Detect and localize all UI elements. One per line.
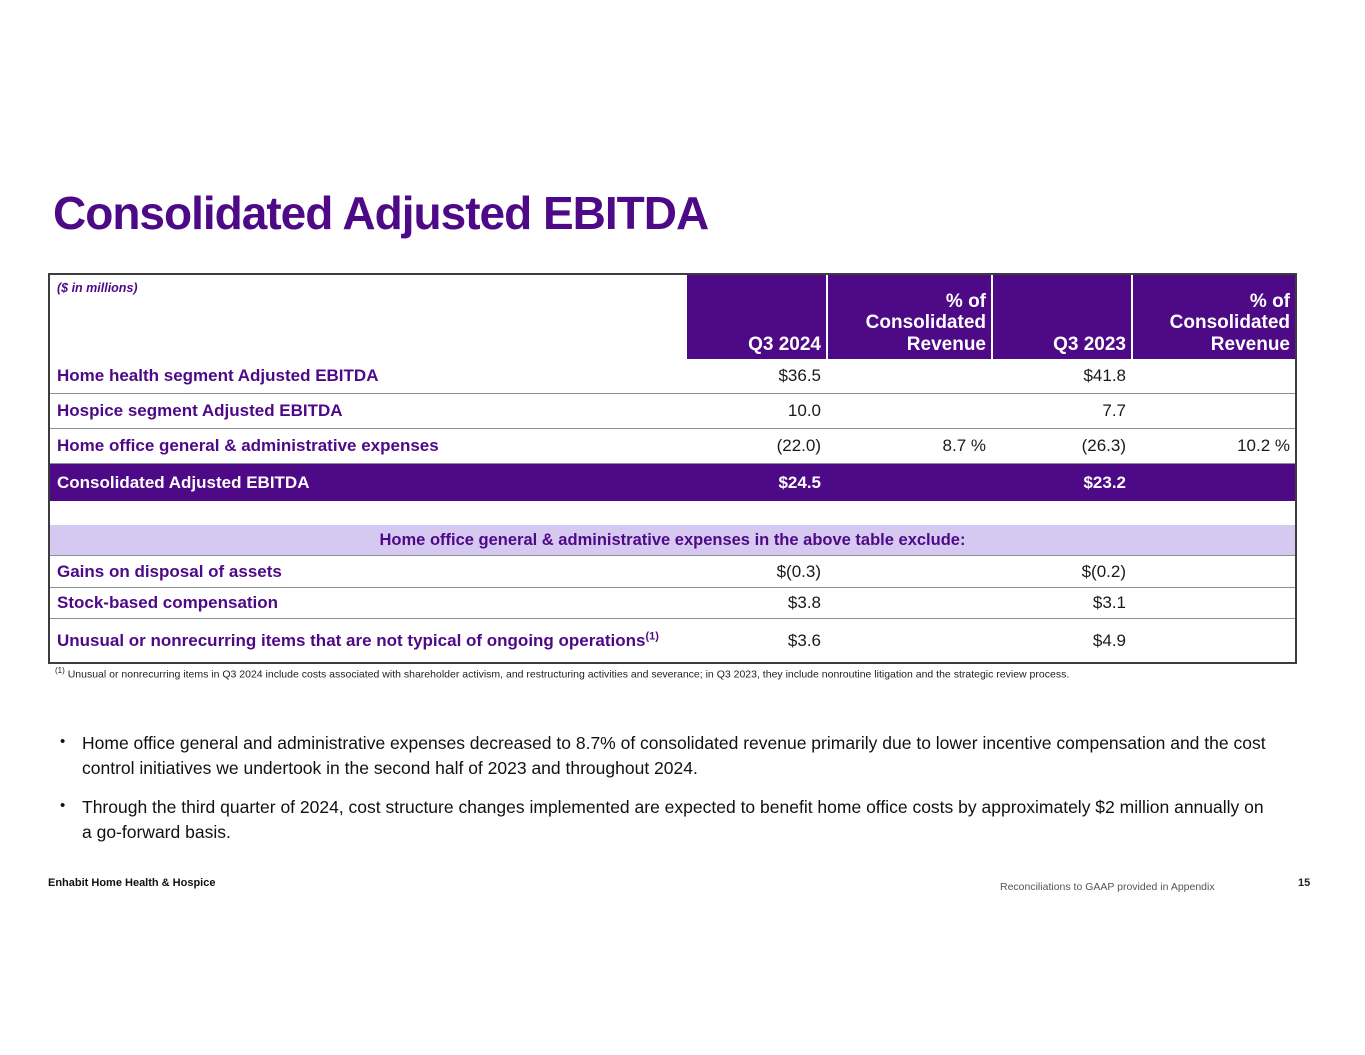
value-pct-2023: 10.2 % bbox=[1237, 436, 1290, 455]
units-note: ($ in millions) bbox=[50, 275, 687, 359]
bullet-icon: • bbox=[60, 796, 66, 814]
value-q3-2024: 10.0 bbox=[787, 401, 821, 420]
value-q3-2024: $(0.3) bbox=[776, 561, 821, 581]
table-row: Hospice segment Adjusted EBITDA 10.0 7.7 bbox=[50, 394, 1295, 429]
bullet-text: Through the third quarter of 2024, cost … bbox=[82, 796, 1264, 843]
table-row: Stock-based compensation $3.8 $3.1 bbox=[50, 588, 1295, 619]
value-q3-2023: (26.3) bbox=[1081, 436, 1126, 455]
footnote: (1) Unusual or nonrecurring items in Q3 … bbox=[55, 666, 1300, 682]
page-title: Consolidated Adjusted EBITDA bbox=[53, 187, 709, 239]
table-row-consolidated-total: Consolidated Adjusted EBITDA $24.5 $23.2 bbox=[50, 464, 1295, 501]
column-header-pct-2024: % of Consolidated Revenue bbox=[826, 275, 991, 359]
value-q3-2023: $4.9 bbox=[1092, 630, 1126, 650]
table-row: Home health segment Adjusted EBITDA $36.… bbox=[50, 359, 1295, 394]
column-header-q3-2023: Q3 2023 bbox=[991, 275, 1131, 359]
footnote-text: Unusual or nonrecurring items in Q3 2024… bbox=[64, 668, 1070, 681]
row-label: Home office general & administrative exp… bbox=[57, 436, 439, 456]
value-q3-2024: $3.8 bbox=[787, 593, 821, 612]
value-q3-2023: $(0.2) bbox=[1081, 561, 1126, 581]
value-q3-2024: $24.5 bbox=[778, 472, 821, 492]
commentary-bullets: • Home office general and administrative… bbox=[60, 731, 1278, 859]
row-label: Consolidated Adjusted EBITDA bbox=[57, 472, 310, 492]
column-header-q3-2024: Q3 2024 bbox=[687, 275, 826, 359]
table-row: Home office general & administrative exp… bbox=[50, 429, 1295, 464]
bullet-item: • Home office general and administrative… bbox=[60, 731, 1278, 782]
value-q3-2023: 7.7 bbox=[1102, 401, 1126, 420]
footer-company-name: Enhabit Home Health & Hospice bbox=[48, 877, 216, 889]
exclusions-banner: Home office general & administrative exp… bbox=[50, 525, 1295, 556]
value-q3-2023: $41.8 bbox=[1083, 366, 1126, 385]
value-q3-2024: $36.5 bbox=[778, 366, 821, 385]
value-q3-2024: (22.0) bbox=[776, 436, 821, 455]
table-row: Gains on disposal of assets $(0.3) $(0.2… bbox=[50, 556, 1295, 588]
bullet-item: • Through the third quarter of 2024, cos… bbox=[60, 795, 1278, 846]
table-header-row: ($ in millions) Q3 2024 % of Consolidate… bbox=[50, 275, 1295, 359]
value-q3-2024: $3.6 bbox=[787, 630, 821, 650]
row-label: Home health segment Adjusted EBITDA bbox=[57, 366, 379, 386]
page-number: 15 bbox=[1298, 877, 1311, 889]
bullet-text: Home office general and administrative e… bbox=[82, 733, 1266, 779]
value-pct-2024: 8.7 % bbox=[942, 436, 986, 455]
row-label: Stock-based compensation bbox=[57, 593, 279, 613]
column-header-pct-2023: % of Consolidated Revenue bbox=[1131, 275, 1295, 359]
table-row: Unusual or nonrecurring items that are n… bbox=[50, 619, 1295, 662]
table-spacer-row bbox=[50, 501, 1295, 525]
footer-gaap-note: Reconciliations to GAAP provided in Appe… bbox=[1000, 881, 1215, 893]
row-label: Unusual or nonrecurring items that are n… bbox=[50, 631, 687, 650]
row-label: Hospice segment Adjusted EBITDA bbox=[57, 401, 343, 421]
value-q3-2023: $3.1 bbox=[1092, 593, 1126, 612]
row-label-text: Unusual or nonrecurring items that are n… bbox=[57, 630, 646, 650]
footnote-marker: (1) bbox=[645, 630, 659, 643]
bullet-icon: • bbox=[60, 733, 66, 750]
footnote-marker: (1) bbox=[55, 666, 65, 675]
row-label: Gains on disposal of assets bbox=[57, 561, 282, 581]
value-q3-2023: $23.2 bbox=[1083, 472, 1126, 492]
ebitda-table: ($ in millions) Q3 2024 % of Consolidate… bbox=[48, 273, 1297, 664]
